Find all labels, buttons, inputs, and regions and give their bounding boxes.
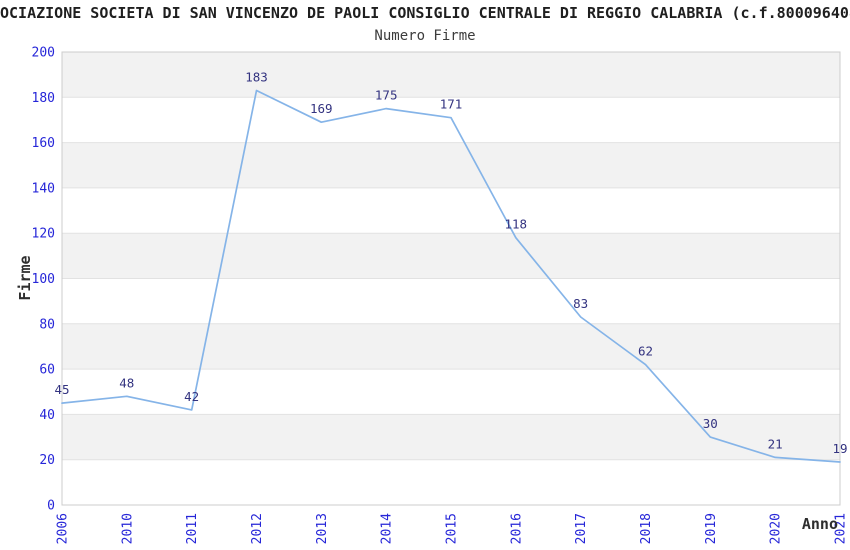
y-tick-label: 40 xyxy=(39,408,55,423)
data-label: 48 xyxy=(119,375,134,390)
y-tick-label: 20 xyxy=(39,453,55,468)
data-label: 62 xyxy=(638,344,653,359)
plot-border xyxy=(61,51,841,506)
x-tick-label: 2010 xyxy=(120,513,135,544)
chart-title: OCIAZIONE SOCIETA DI SAN VINCENZO DE PAO… xyxy=(0,4,850,22)
chart-subtitle: Numero Firme xyxy=(374,28,476,44)
data-label: 21 xyxy=(768,436,783,451)
x-tick-label: 2006 xyxy=(56,513,71,544)
data-label: 42 xyxy=(184,389,199,404)
y-tick-label: 160 xyxy=(32,136,55,151)
y-tick-label: 200 xyxy=(32,46,55,61)
data-label: 19 xyxy=(832,441,847,456)
y-axis-title: Firme xyxy=(16,255,34,300)
data-label: 83 xyxy=(573,296,588,311)
plot-band xyxy=(62,414,840,460)
x-tick-label: 2014 xyxy=(380,513,395,544)
data-label: 118 xyxy=(505,217,528,232)
plot-band xyxy=(62,323,840,370)
x-tick-label: 2011 xyxy=(185,513,200,544)
x-tick-label: 2020 xyxy=(769,513,784,544)
data-label: 169 xyxy=(310,101,333,116)
x-tick-label: 2013 xyxy=(315,513,330,544)
x-tick-label: 2019 xyxy=(704,513,719,544)
y-tick-label: 100 xyxy=(32,272,55,287)
x-tick-label: 2015 xyxy=(445,513,460,544)
data-label: 175 xyxy=(375,88,398,103)
data-label: 45 xyxy=(54,382,69,397)
plot-area: 0 20 40 60 80 100 120 140 160 180 200 45 48 42 183 169 1… xyxy=(32,46,849,545)
data-label: 171 xyxy=(440,97,463,112)
x-tick-label: 2018 xyxy=(639,513,654,544)
y-tick-label: 0 xyxy=(47,499,55,514)
plot-band xyxy=(62,233,840,279)
x-axis-title: Anno xyxy=(802,515,838,533)
y-tick-label: 140 xyxy=(32,181,55,196)
x-tick-label: 2021 xyxy=(834,513,849,544)
plot-band xyxy=(62,142,840,188)
data-label: 183 xyxy=(245,70,268,85)
x-tick-label: 2012 xyxy=(250,513,265,544)
y-tick-label: 80 xyxy=(39,317,55,332)
data-label: 30 xyxy=(703,416,718,431)
plot-band xyxy=(62,52,840,98)
y-tick-label: 60 xyxy=(39,363,55,378)
x-tick-label: 2016 xyxy=(509,513,524,544)
x-tick-label: 2017 xyxy=(574,513,589,544)
y-tick-label: 120 xyxy=(32,227,55,242)
y-tick-label: 180 xyxy=(32,91,55,106)
data-line xyxy=(61,89,841,463)
